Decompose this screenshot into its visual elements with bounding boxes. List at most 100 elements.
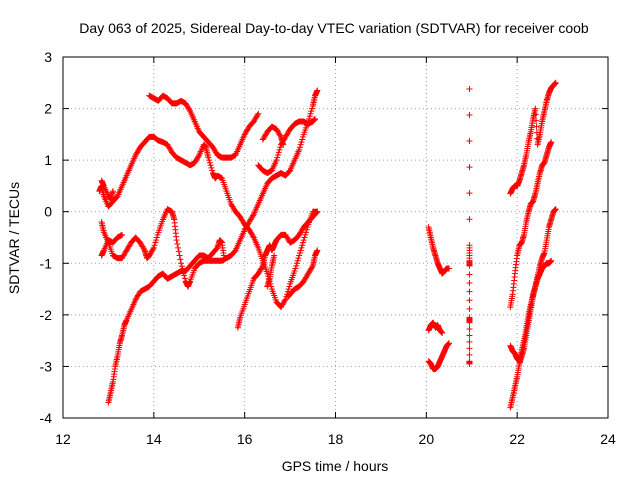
data-point	[151, 242, 158, 249]
data-point	[221, 255, 228, 262]
data-points	[96, 79, 559, 411]
data-point	[153, 234, 160, 241]
data-point	[466, 326, 473, 333]
data-point	[446, 265, 453, 272]
data-point	[466, 271, 473, 278]
data-point	[206, 159, 213, 166]
data-point	[548, 257, 555, 264]
data-point	[312, 115, 319, 122]
data-point	[281, 297, 288, 304]
y-tick-label: 1	[44, 152, 52, 168]
y-tick-label: 2	[44, 101, 52, 117]
data-point	[299, 133, 306, 140]
data-point	[174, 240, 181, 247]
data-point	[297, 141, 304, 148]
y-tick-label: -1	[40, 255, 53, 271]
data-point	[254, 112, 261, 119]
y-tick-label: -2	[40, 307, 53, 323]
data-point	[552, 206, 559, 213]
data-point	[300, 237, 307, 244]
data-point	[466, 351, 473, 358]
data-point	[176, 252, 183, 259]
data-point	[296, 144, 303, 151]
data-point	[532, 105, 539, 112]
data-point	[150, 246, 157, 253]
data-point	[296, 252, 303, 259]
data-point	[299, 136, 306, 143]
data-point	[466, 297, 473, 304]
data-point	[298, 244, 305, 251]
data-point	[548, 139, 555, 146]
x-axis-title: GPS time / hours	[282, 458, 389, 474]
data-point	[273, 157, 280, 164]
data-point	[109, 188, 116, 195]
data-point	[264, 270, 271, 277]
data-point	[175, 248, 182, 255]
x-tick-label: 12	[55, 431, 71, 447]
y-tick-label: -3	[40, 358, 53, 374]
y-tick-labels: 3 2 1 0 -1 -2 -3 -4	[40, 49, 53, 426]
data-point	[175, 244, 182, 251]
data-point	[293, 262, 300, 269]
data-point	[314, 247, 321, 254]
data-point	[299, 239, 306, 246]
data-point	[298, 139, 305, 146]
data-point	[302, 229, 309, 236]
x-tick-label: 24	[600, 431, 616, 447]
data-point	[296, 249, 303, 256]
data-point	[255, 110, 262, 117]
plot-frame	[62, 56, 609, 419]
data-point	[249, 233, 256, 240]
data-point	[206, 157, 213, 164]
x-tick-label: 22	[509, 431, 525, 447]
data-point	[249, 212, 256, 219]
data-point	[446, 340, 453, 347]
data-point	[466, 332, 473, 339]
y-tick-label: 3	[44, 49, 52, 65]
data-point	[297, 247, 304, 254]
data-point	[308, 108, 315, 115]
data-point	[294, 257, 301, 264]
grid	[63, 57, 608, 418]
data-point	[154, 231, 161, 238]
data-point	[181, 275, 188, 282]
data-point	[466, 164, 473, 171]
data-point	[150, 244, 157, 251]
data-point	[466, 319, 473, 326]
data-point	[276, 146, 283, 153]
data-point	[205, 154, 212, 161]
data-point	[466, 112, 473, 119]
data-point	[466, 345, 473, 352]
data-point	[195, 153, 202, 160]
data-point	[533, 123, 540, 130]
data-point	[177, 256, 184, 263]
data-point	[186, 106, 193, 113]
data-point	[466, 190, 473, 197]
data-point	[208, 164, 215, 171]
x-tick-label: 16	[237, 431, 253, 447]
data-point	[466, 138, 473, 145]
data-point	[285, 286, 292, 293]
data-point	[532, 111, 539, 118]
data-point	[207, 162, 214, 169]
data-point	[209, 167, 216, 174]
data-point	[295, 255, 302, 262]
data-point	[286, 283, 293, 290]
data-point	[275, 149, 282, 156]
data-point	[291, 268, 298, 275]
data-point	[271, 252, 278, 259]
x-tick-label: 14	[146, 431, 162, 447]
data-point	[309, 264, 316, 271]
data-point	[152, 239, 159, 246]
x-tick-labels: 12 14 16 18 20 22 24	[55, 431, 616, 447]
data-point	[309, 105, 316, 112]
data-point	[307, 110, 314, 117]
y-tick-label: 0	[44, 204, 52, 220]
data-point	[439, 329, 446, 336]
data-point	[153, 237, 160, 244]
data-point	[306, 113, 313, 120]
y-tick-label: -4	[40, 410, 53, 426]
data-point	[552, 79, 559, 86]
data-point	[293, 260, 300, 267]
data-point	[314, 208, 321, 215]
